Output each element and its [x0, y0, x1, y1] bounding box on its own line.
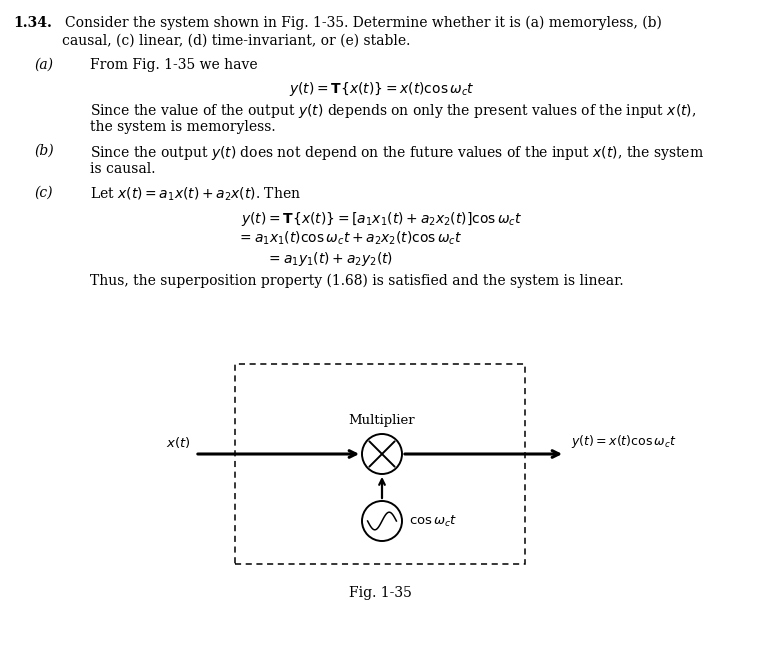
Text: Thus, the superposition property (1.68) is satisfied and the system is linear.: Thus, the superposition property (1.68) …	[90, 274, 623, 288]
Text: Fig. 1-35: Fig. 1-35	[349, 586, 412, 600]
Text: causal, (c) linear, (d) time-invariant, or (e) stable.: causal, (c) linear, (d) time-invariant, …	[62, 34, 410, 48]
Text: 1.34.: 1.34.	[13, 16, 52, 30]
Text: $\cos\omega_c t$: $\cos\omega_c t$	[409, 514, 457, 528]
Text: is causal.: is causal.	[90, 162, 155, 176]
Text: $x(t)$: $x(t)$	[167, 435, 191, 450]
Text: (b): (b)	[34, 144, 54, 158]
Text: the system is memoryless.: the system is memoryless.	[90, 120, 275, 134]
Text: (a): (a)	[34, 58, 53, 72]
Text: $y(t) = x(t)\cos\omega_c t$: $y(t) = x(t)\cos\omega_c t$	[571, 433, 677, 450]
Text: Since the value of the output $y(t)$ depends on only the present values of the i: Since the value of the output $y(t)$ dep…	[90, 102, 696, 120]
Text: Let $x(t) = a_1 x(t) + a_2 x(t)$. Then: Let $x(t) = a_1 x(t) + a_2 x(t)$. Then	[90, 186, 301, 203]
Text: Consider the system shown in Fig. 1-35. Determine whether it is (a) memoryless, : Consider the system shown in Fig. 1-35. …	[65, 16, 662, 30]
Bar	[235, 364, 525, 564]
Text: Since the output $y(t)$ does not depend on the future values of the input $x(t)$: Since the output $y(t)$ does not depend …	[90, 144, 704, 162]
Text: $= a_1 x_1(t)\cos\omega_c t + a_2 x_2(t)\cos\omega_c t$: $= a_1 x_1(t)\cos\omega_c t + a_2 x_2(t)…	[237, 230, 463, 247]
Text: (c): (c)	[34, 186, 53, 200]
Text: From Fig. 1-35 we have: From Fig. 1-35 we have	[90, 58, 258, 72]
Text: Multiplier: Multiplier	[349, 414, 415, 427]
Text: $y(t) = \mathbf{T}\{x(t)\} = \left[a_1 x_1(t) + a_2 x_2(t)\right]\cos\omega_c t$: $y(t) = \mathbf{T}\{x(t)\} = \left[a_1 x…	[241, 210, 522, 228]
Text: $= a_1 y_1(t) + a_2 y_2(t)$: $= a_1 y_1(t) + a_2 y_2(t)$	[266, 250, 393, 268]
Text: $y(t) = \mathbf{T}\{x(t)\} = x(t)\cos\omega_c t$: $y(t) = \mathbf{T}\{x(t)\} = x(t)\cos\om…	[289, 80, 475, 98]
